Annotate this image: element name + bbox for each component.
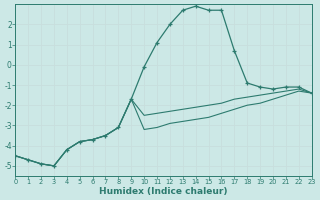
X-axis label: Humidex (Indice chaleur): Humidex (Indice chaleur): [99, 187, 228, 196]
